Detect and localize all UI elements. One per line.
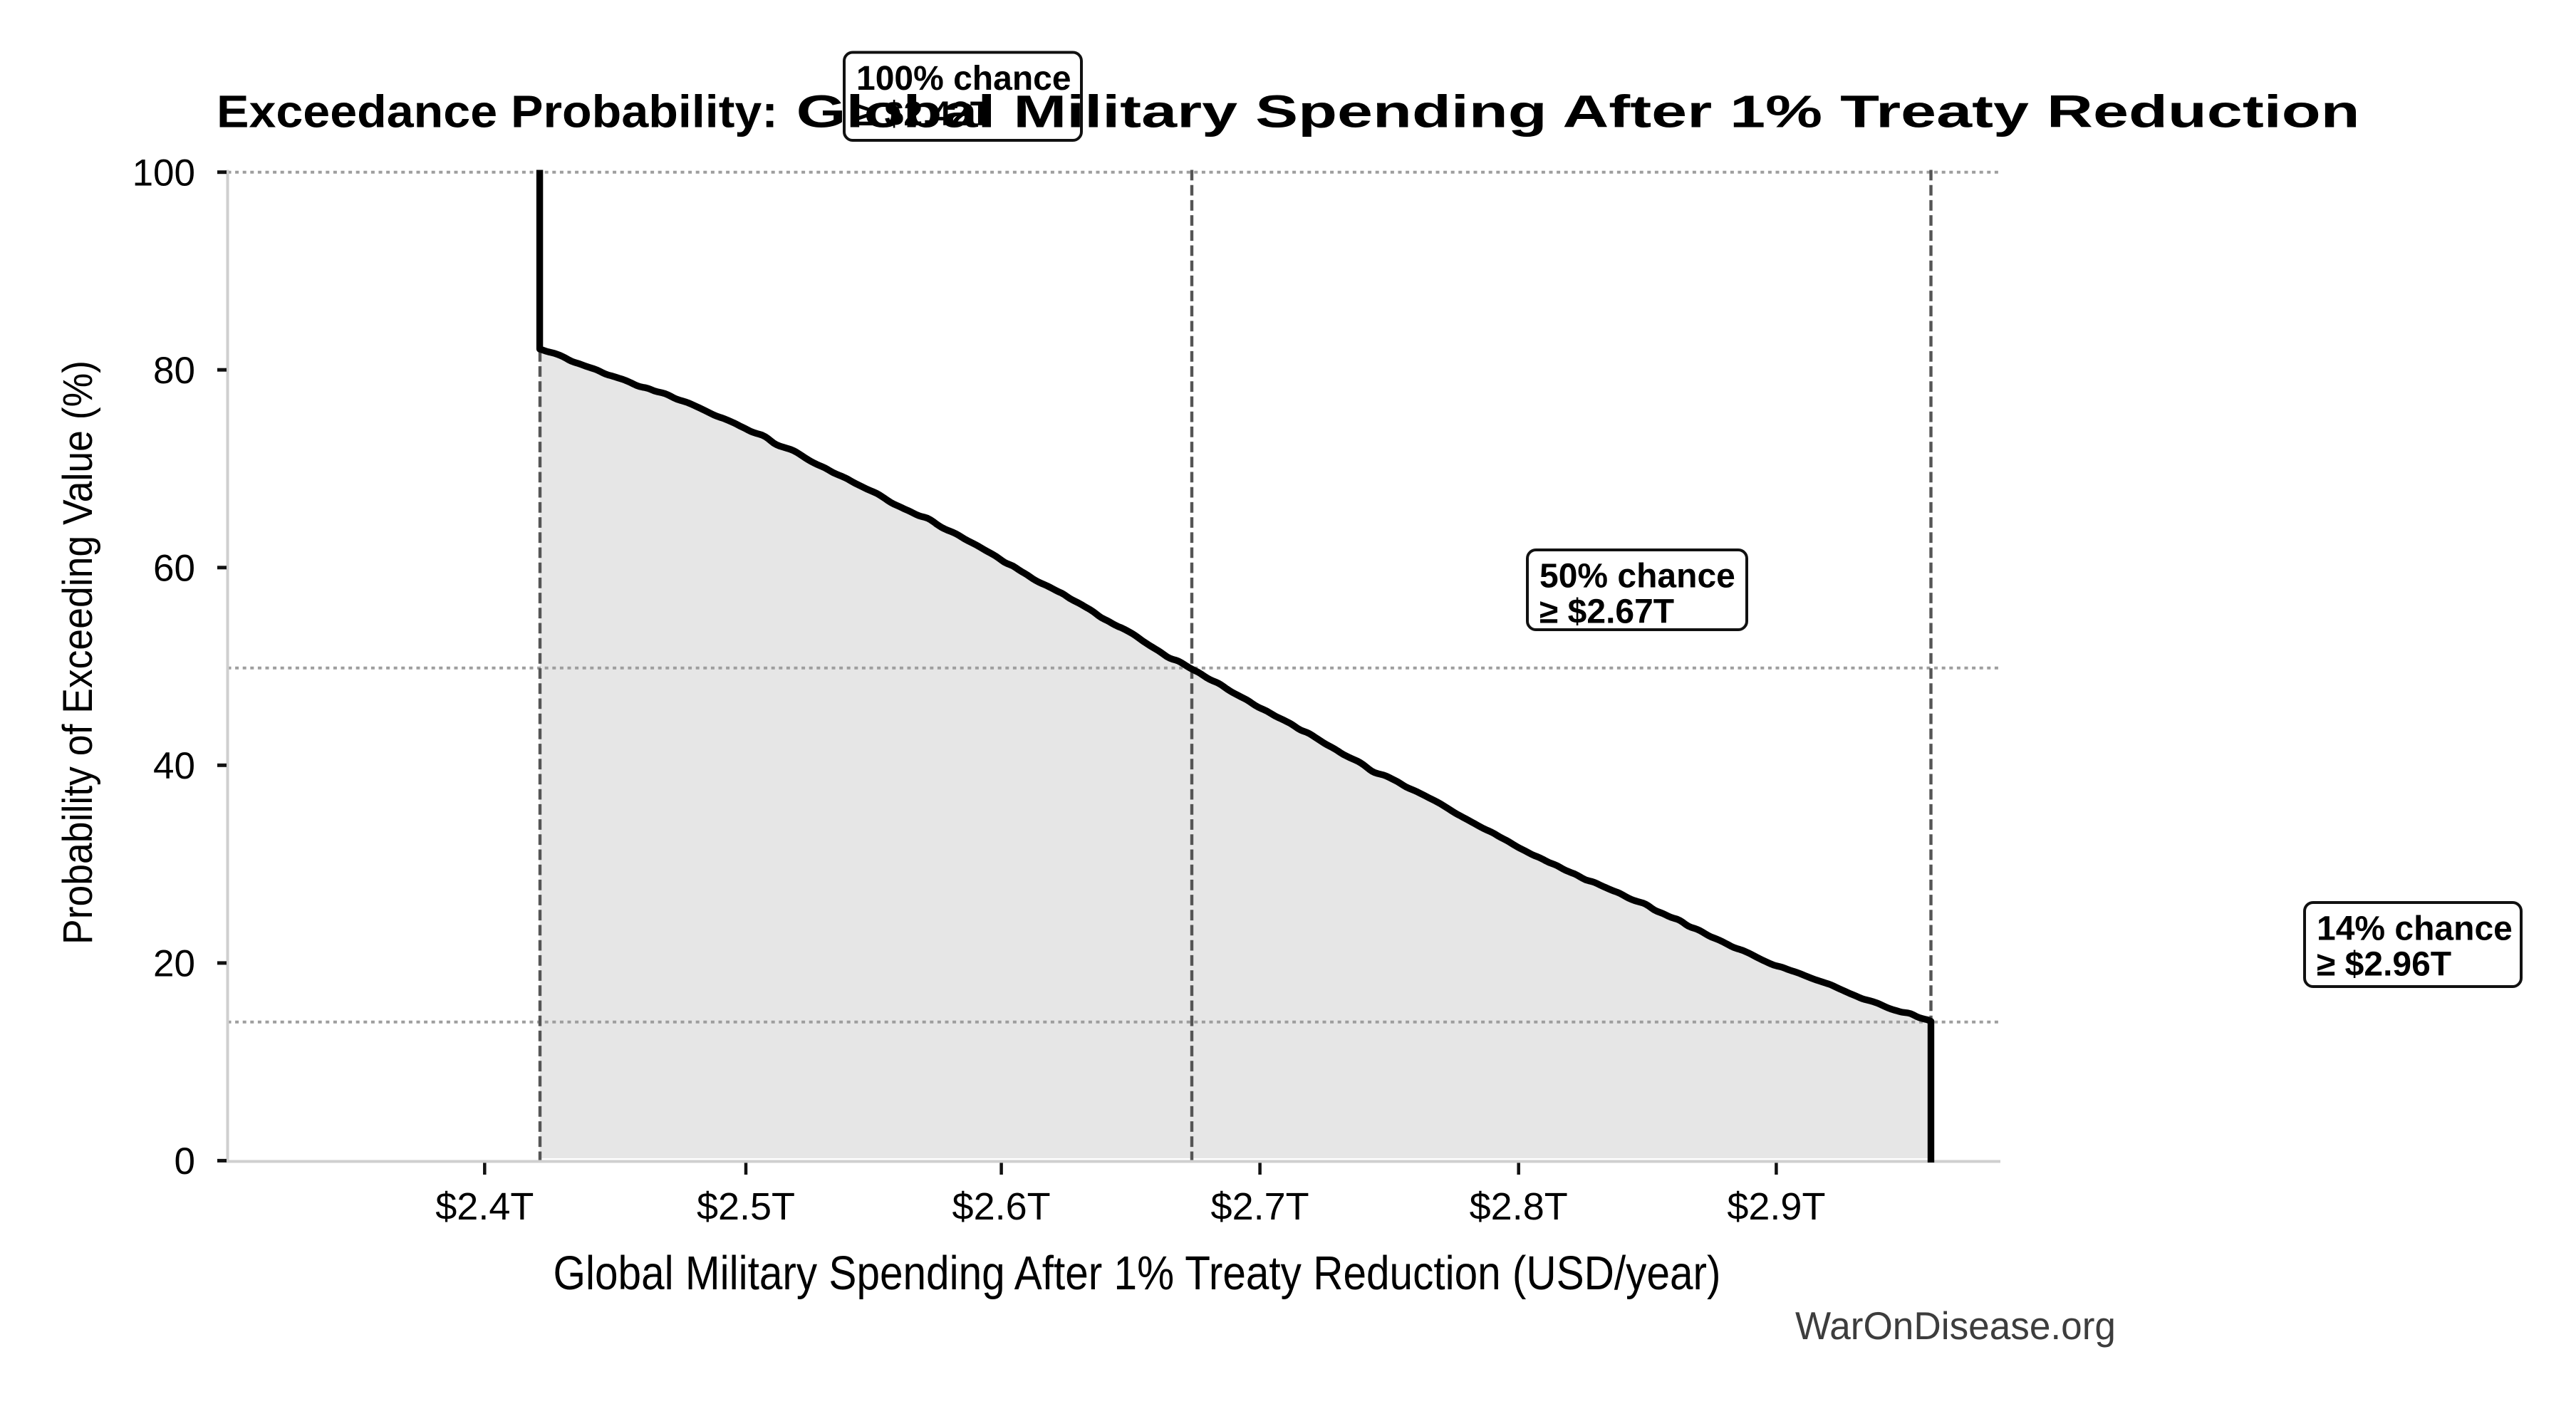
svg-text:0: 0 xyxy=(175,1140,195,1182)
svg-text:≥ $2.96T: ≥ $2.96T xyxy=(2317,946,2451,984)
svg-text:$2.9T: $2.9T xyxy=(1727,1185,1825,1228)
svg-text:≥ $2.67T: ≥ $2.67T xyxy=(1539,593,1674,631)
svg-text:Global Military Spending After: Global Military Spending After 1% Treaty… xyxy=(554,1247,1721,1300)
svg-text:Exceedance Probability:: Exceedance Probability: xyxy=(217,86,778,137)
svg-text:40: 40 xyxy=(153,745,195,787)
svg-text:14% chance: 14% chance xyxy=(2317,910,2513,948)
svg-text:20: 20 xyxy=(153,943,195,985)
svg-text:$2.4T: $2.4T xyxy=(435,1185,534,1228)
svg-text:Global Military Spending After: Global Military Spending After 1% Treaty… xyxy=(796,86,2360,137)
svg-text:$2.7T: $2.7T xyxy=(1211,1185,1309,1228)
svg-text:WarOnDisease.org: WarOnDisease.org xyxy=(1795,1304,2116,1348)
svg-text:$2.8T: $2.8T xyxy=(1470,1185,1568,1228)
svg-text:60: 60 xyxy=(153,548,195,590)
svg-text:50% chance: 50% chance xyxy=(1539,558,1735,596)
svg-text:100% chance: 100% chance xyxy=(856,60,1071,98)
svg-text:Probability of Exceeding Value: Probability of Exceeding Value (%) xyxy=(55,360,101,945)
svg-text:$2.6T: $2.6T xyxy=(952,1185,1051,1228)
svg-text:80: 80 xyxy=(153,350,195,392)
svg-text:100: 100 xyxy=(133,152,195,194)
svg-text:≥ $2.42T: ≥ $2.42T xyxy=(856,95,991,133)
svg-text:$2.5T: $2.5T xyxy=(697,1185,795,1228)
